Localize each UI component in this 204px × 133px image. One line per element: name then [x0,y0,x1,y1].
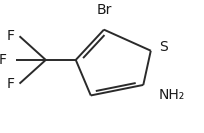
Text: F: F [6,29,14,43]
Text: S: S [160,40,168,54]
Text: Br: Br [96,3,112,17]
Text: F: F [0,53,7,67]
Text: F: F [6,77,14,91]
Text: NH₂: NH₂ [158,88,185,102]
